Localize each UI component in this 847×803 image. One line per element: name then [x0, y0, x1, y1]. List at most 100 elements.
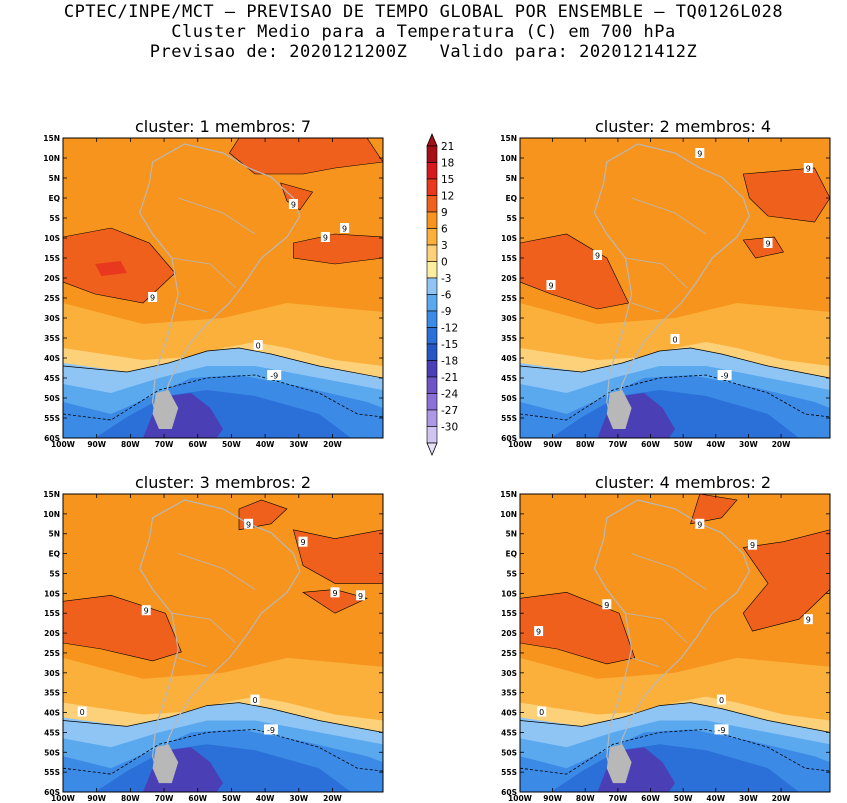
contour-label-box	[748, 539, 757, 550]
lat-tick-label: 35S	[501, 334, 517, 343]
colorbar-swatch	[426, 211, 438, 229]
lat-tick-label: 10S	[501, 234, 517, 243]
lat-tick-label: 50S	[44, 394, 60, 403]
band-9-12	[690, 494, 738, 525]
lat-tick-label: 5N	[49, 174, 61, 183]
contour-label-box	[803, 614, 813, 625]
contour-label-box	[593, 250, 602, 260]
colorbar-swatch	[426, 426, 438, 444]
patagonia-land	[152, 744, 179, 784]
lat-tick-label: 30S	[501, 314, 517, 323]
lon-tick-label: 30W	[289, 794, 308, 803]
contour-label: 9	[291, 201, 296, 210]
lon-tick-label: 50W	[674, 794, 693, 803]
lon-tick-label: 20W	[772, 794, 791, 803]
lat-tick-label: 25S	[501, 649, 517, 658]
colorbar-label: -9	[441, 306, 451, 318]
lat-tick-label: 45S	[44, 728, 60, 737]
country-border	[178, 553, 256, 590]
lat-tick-label: 15S	[501, 254, 517, 263]
contour-label: 9	[806, 616, 811, 625]
colorbar-swatch	[426, 277, 438, 295]
colorbar-swatch	[426, 310, 438, 328]
lon-tick-label: 90W	[543, 440, 562, 449]
lon-tick-label: 80W	[121, 440, 140, 449]
country-border	[171, 612, 237, 644]
colorbar-arrow-top	[426, 132, 438, 147]
colorbar-swatch	[426, 244, 438, 262]
panel-frame	[62, 137, 384, 439]
lat-tick-label: 45S	[501, 728, 517, 737]
lon-tick-label: 40W	[706, 794, 725, 803]
map-panel-2: 9 9 9 9 9 0 -9 cluster: 2 membros: 4 15N 10N 5N EQ 5…	[500, 117, 831, 449]
lat-tick-label: 10N	[43, 510, 60, 519]
lon-tick-label: 30W	[289, 440, 308, 449]
lon-tick-label: 20W	[772, 440, 791, 449]
contour-label-box	[264, 724, 278, 735]
contour-label-box	[148, 292, 158, 302]
contour-label: 9	[300, 538, 305, 547]
contour-label: -9	[718, 726, 726, 735]
contour-label-box	[714, 724, 729, 735]
contour-label: 0	[256, 342, 261, 351]
lon-tick-label: 90W	[87, 440, 106, 449]
lat-tick-label: EQ	[506, 194, 518, 203]
map-panel-1: 9 9 9 9 0 -9 cluster: 1 membros: 7 15N 10N 5N EQ 5S…	[43, 117, 384, 449]
lat-tick-label: 10S	[44, 234, 60, 243]
country-border	[631, 302, 660, 313]
lat-tick-label: 15S	[44, 609, 60, 618]
colorbar-swatch	[426, 409, 438, 427]
lat-tick-label: 40S	[501, 354, 517, 363]
lat-tick-label: 45S	[44, 374, 60, 383]
lat-tick-label: 40S	[501, 709, 517, 718]
lat-tick-label: 10S	[44, 589, 60, 598]
lon-tick-label: 40W	[706, 440, 725, 449]
country-border	[625, 257, 688, 289]
contour-label-box	[356, 590, 366, 601]
lon-tick-label: 80W	[576, 794, 595, 803]
panel-title: cluster: 1 membros: 7	[135, 117, 311, 136]
lat-tick-label: 35S	[44, 334, 60, 343]
contour-label-box	[267, 370, 282, 380]
country-border	[178, 197, 256, 235]
contour-label-box	[695, 518, 705, 529]
contour-label: 9	[697, 150, 702, 159]
title-line-3: Previsao de: 2020121200Z Valido para: 20…	[149, 42, 698, 62]
panel-title: cluster: 4 membros: 2	[595, 473, 771, 492]
south-america-outline	[593, 143, 751, 427]
colorbar-swatch	[426, 393, 438, 411]
lat-tick-label: 30S	[501, 669, 517, 678]
lat-tick-label: 5S	[506, 214, 517, 223]
lat-tick-label: 5N	[506, 174, 518, 183]
lat-tick-label: 5S	[506, 569, 517, 578]
contour-label: 0	[672, 336, 677, 345]
lat-tick-label: 10N	[43, 154, 60, 163]
lon-tick-label: 100W	[51, 794, 76, 803]
lon-tick-label: 20W	[323, 440, 342, 449]
panel-frame	[62, 493, 384, 793]
lat-tick-label: 5N	[49, 530, 61, 539]
colorbar-label: 6	[441, 224, 448, 236]
patagonia-land	[606, 744, 632, 784]
contour-label-box	[298, 536, 308, 547]
contour-label: 9	[358, 592, 363, 601]
lon-tick-label: 80W	[576, 440, 595, 449]
contour-label: 9	[765, 240, 770, 249]
colorbar-label: 9	[441, 207, 448, 219]
lat-tick-label: 5S	[49, 569, 60, 578]
contour-label: 9	[697, 520, 702, 529]
contour-0	[63, 702, 383, 733]
lat-tick-label: 10N	[500, 154, 517, 163]
lon-tick-label: 70W	[609, 440, 628, 449]
contour-label-box	[244, 518, 254, 529]
country-border	[625, 612, 688, 644]
contour-label-box	[141, 605, 151, 616]
band-9-12	[742, 529, 830, 632]
country-border	[631, 197, 707, 235]
contour-label-box	[763, 238, 773, 248]
contour-label: 9	[246, 520, 251, 529]
lat-tick-label: 55S	[501, 414, 517, 423]
colorbar-swatch	[426, 195, 438, 213]
band-12-15	[95, 261, 127, 276]
